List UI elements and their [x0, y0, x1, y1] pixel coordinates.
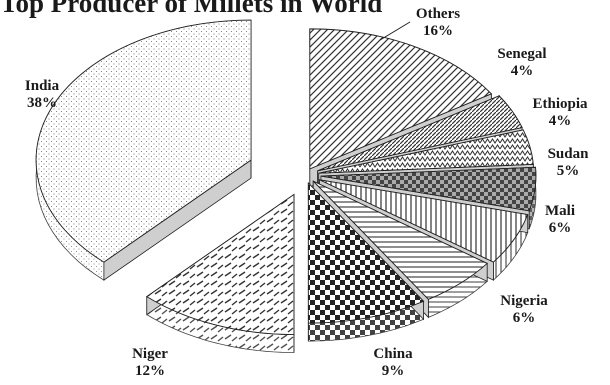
pie-labels: Others16%Senegal4%Ethiopia4%Sudan5%Mali6… [25, 6, 589, 379]
label-mali: Mali [545, 203, 575, 219]
label-china: China [373, 346, 413, 362]
label-others: Others [416, 6, 460, 22]
value-label-india: 38% [27, 95, 57, 111]
pie-slices [35, 19, 537, 353]
value-label-others: 16% [423, 23, 453, 39]
value-label-sudan: 5% [557, 163, 580, 179]
value-label-china: 9% [382, 363, 405, 379]
value-label-niger: 12% [135, 363, 165, 379]
pie-slice-india [35, 19, 252, 281]
leader-line-others [379, 21, 411, 41]
label-sudan: Sudan [548, 146, 590, 162]
pie-slice-china [307, 181, 425, 342]
label-nigeria: Nigeria [500, 293, 548, 309]
value-label-nigeria: 6% [513, 310, 536, 326]
value-label-ethiopia: 4% [549, 113, 572, 129]
label-ethiopia: Ethiopia [532, 96, 588, 112]
value-label-senegal: 4% [511, 63, 534, 79]
pie-slice-niger [145, 193, 295, 353]
chart-title: Top Producer of Millets in World [0, 0, 382, 18]
label-niger: Niger [132, 346, 168, 362]
value-label-mali: 6% [549, 220, 572, 236]
label-senegal: Senegal [497, 46, 546, 62]
label-india: India [25, 78, 60, 94]
